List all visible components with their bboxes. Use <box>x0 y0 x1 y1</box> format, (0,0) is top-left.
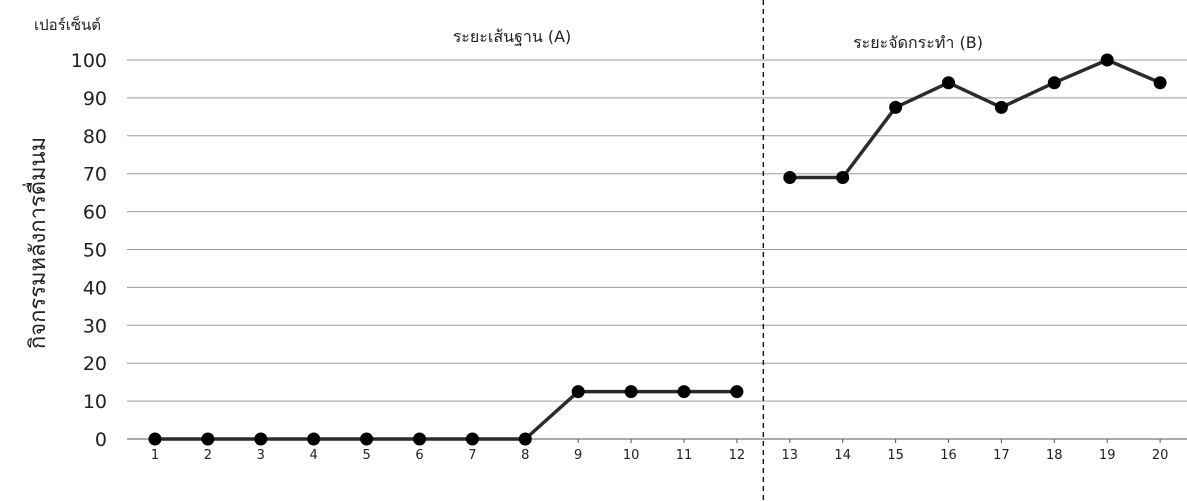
x-tick-label-15: 15 <box>887 448 904 463</box>
x-tick-label-10: 10 <box>623 448 640 463</box>
x-tick-label-9: 9 <box>574 448 582 463</box>
x-tick-label-8: 8 <box>521 448 529 463</box>
data-point-11 <box>677 385 691 399</box>
x-tick-label-4: 4 <box>310 448 318 463</box>
data-point-12 <box>730 385 744 399</box>
data-point-4 <box>307 432 321 446</box>
data-point-8 <box>518 432 532 446</box>
phase-label-baseline: ระยะเส้นฐาน (A) <box>453 27 572 46</box>
y-tick-label-0: 0 <box>95 429 107 451</box>
data-point-5 <box>360 432 374 446</box>
data-point-20 <box>1153 76 1167 90</box>
unit-label: เปอร์เซ็นต์ <box>34 15 101 34</box>
x-tick-label-20: 20 <box>1152 448 1169 463</box>
x-tick-label-18: 18 <box>1046 448 1063 463</box>
y-axis-title: กิจกรรมหลังการดื่มนม <box>22 137 51 349</box>
data-point-19 <box>1100 53 1114 67</box>
x-tick-label-11: 11 <box>676 448 693 463</box>
y-tick-label-50: 50 <box>83 240 107 262</box>
series-line-2 <box>789 58 1161 180</box>
y-tick-label-10: 10 <box>83 391 107 413</box>
x-tick-label-2: 2 <box>204 448 212 463</box>
data-point-17 <box>994 100 1008 114</box>
x-tick-label-1: 1 <box>151 448 159 463</box>
grid-layer <box>127 59 1187 440</box>
series-line-1 <box>155 389 737 441</box>
data-point-10 <box>624 385 638 399</box>
x-tick-label-3: 3 <box>257 448 265 463</box>
y-tick-label-70: 70 <box>83 164 107 186</box>
x-tick-label-5: 5 <box>362 448 370 463</box>
data-point-6 <box>413 432 426 446</box>
y-tick-label-80: 80 <box>83 126 107 148</box>
y-tick-label-60: 60 <box>83 202 107 224</box>
x-tick-label-7: 7 <box>468 448 476 463</box>
data-point-9 <box>571 385 585 399</box>
data-point-18 <box>1047 76 1061 90</box>
label-layer: เปอร์เซ็นต์ กิจกรรมหลังการดื่มนม ระยะเส้… <box>22 15 983 349</box>
x-tick-label-16: 16 <box>940 448 957 463</box>
data-point-7 <box>465 432 479 446</box>
x-tick-label-6: 6 <box>415 448 423 463</box>
x-tick-label-17: 17 <box>993 448 1010 463</box>
y-tick-label-90: 90 <box>83 88 107 110</box>
data-point-2 <box>201 432 215 446</box>
y-tick-label-40: 40 <box>83 277 107 299</box>
x-tick-label-13: 13 <box>782 448 799 463</box>
x-tick-label-14: 14 <box>834 448 851 463</box>
data-point-3 <box>254 432 268 446</box>
data-point-14 <box>836 170 850 184</box>
phase-label-treatment: ระยะจัดกระทำ (B) <box>853 33 983 52</box>
y-tick-label-100: 100 <box>71 50 107 72</box>
y-tick-label-20: 20 <box>83 353 107 375</box>
y-tick-label-30: 30 <box>83 315 107 337</box>
x-tick-label-12: 12 <box>729 448 746 463</box>
data-point-1 <box>148 432 162 446</box>
series-layer <box>148 53 1167 446</box>
data-point-16 <box>942 76 955 90</box>
data-point-13 <box>783 170 797 184</box>
x-tick-label-19: 19 <box>1099 448 1116 463</box>
data-point-15 <box>889 100 903 114</box>
